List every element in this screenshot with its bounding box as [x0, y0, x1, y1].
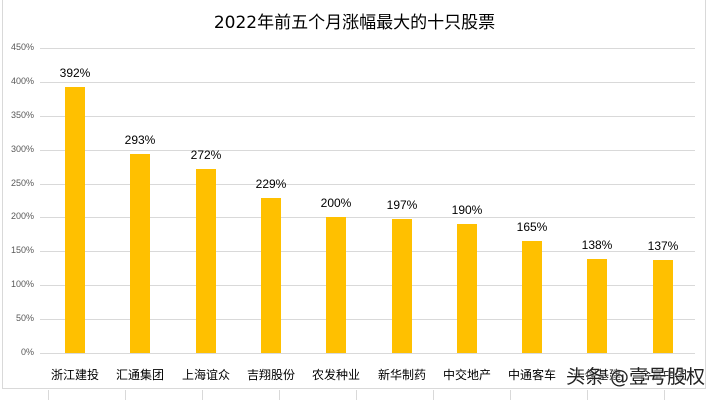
bar: [457, 224, 477, 353]
bar: [65, 87, 85, 353]
bar-value-label: 190%: [451, 203, 483, 217]
bar: [261, 198, 281, 353]
bar: [196, 169, 216, 353]
bar: [587, 259, 607, 353]
bar-value-label: 137%: [647, 239, 679, 253]
y-tick-label: 350%: [10, 110, 34, 120]
bar: [522, 241, 542, 353]
spreadsheet-cell-divider: [664, 390, 665, 400]
x-tick-label: 中通客车: [507, 368, 556, 382]
x-tick-label: 上海谊众: [181, 368, 230, 382]
y-tick-label: 450%: [10, 42, 34, 52]
y-tick-label: 400%: [10, 76, 34, 86]
gridline: [40, 184, 695, 185]
y-tick-label: 0%: [20, 347, 34, 357]
gridline: [40, 217, 695, 218]
y-tick-label: 300%: [10, 144, 34, 154]
x-tick-label: 合富中国: [638, 368, 687, 382]
bar-value-label: 138%: [581, 238, 613, 252]
y-tick-label: 200%: [10, 211, 34, 221]
gridline: [40, 319, 695, 320]
bar-value-label: 197%: [386, 198, 418, 212]
bar-value-label: 165%: [516, 220, 548, 234]
x-tick-label: 天保基建: [572, 368, 621, 382]
y-tick-label: 100%: [10, 279, 34, 289]
spreadsheet-cell-divider: [202, 390, 203, 400]
chart-title: 2022年前五个月涨幅最大的十只股票: [213, 13, 496, 33]
spreadsheet-cell-divider: [587, 390, 588, 400]
y-tick-label: 150%: [10, 245, 34, 255]
spreadsheet-cell-divider: [125, 390, 126, 400]
gridline: [40, 285, 695, 286]
gridline: [40, 82, 695, 83]
spreadsheet-cell-divider: [48, 390, 49, 400]
bar: [326, 217, 346, 353]
gridline: [40, 353, 695, 354]
spreadsheet-cell-divider: [510, 390, 511, 400]
spreadsheet-cell-divider: [279, 390, 280, 400]
bar-value-label: 293%: [124, 133, 156, 147]
x-tick-label: 浙江建投: [50, 368, 99, 382]
bar-value-label: 272%: [190, 148, 222, 162]
bar-value-label: 392%: [59, 66, 91, 80]
bar: [392, 219, 412, 353]
y-tick-label: 250%: [10, 178, 34, 188]
gridline: [40, 48, 695, 49]
spreadsheet-cell-divider: [433, 390, 434, 400]
x-tick-label: 新华制药: [377, 368, 426, 382]
x-tick-label: 中交地产: [442, 368, 491, 382]
gridline: [40, 251, 695, 252]
bar-value-label: 200%: [320, 196, 352, 210]
x-tick-label: 农发种业: [311, 368, 360, 382]
bar: [653, 260, 673, 353]
watermark: 头条 @壹号股权: [566, 366, 706, 388]
x-tick-label: 汇通集团: [115, 368, 164, 382]
bar-value-label: 229%: [255, 177, 287, 191]
gridline: [40, 116, 695, 117]
bar: [130, 154, 150, 353]
y-tick-label: 50%: [15, 313, 34, 323]
spreadsheet-cell-divider: [356, 390, 357, 400]
x-tick-label: 吉翔股份: [246, 368, 295, 382]
gridline: [40, 150, 695, 151]
